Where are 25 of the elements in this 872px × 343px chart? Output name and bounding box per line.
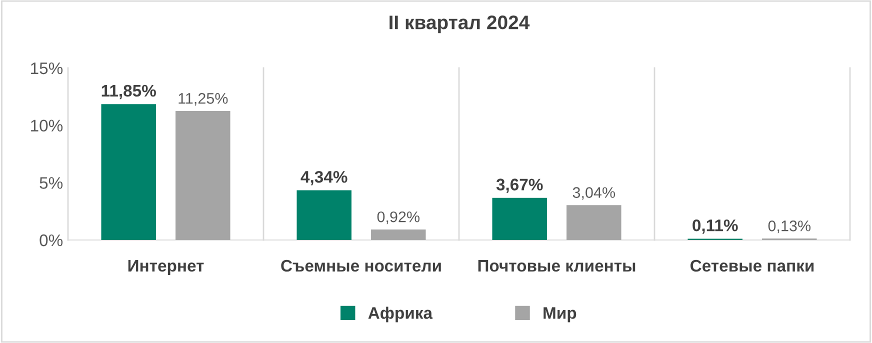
- data-label: 0,92%: [377, 211, 420, 224]
- data-label: 11,25%: [178, 92, 228, 106]
- x-tick-label: Сетевые папки: [690, 260, 814, 272]
- bar: [176, 111, 230, 240]
- data-label: 4,34%: [300, 170, 348, 186]
- legend-label: Африка: [368, 306, 433, 322]
- x-tick-label: Съемные носители: [281, 260, 441, 272]
- x-tick-label: Интернет: [128, 260, 204, 275]
- data-label: 3,04%: [572, 187, 616, 200]
- bar: [296, 190, 352, 240]
- x-tick-label: Почтовые клиенты: [478, 260, 636, 272]
- y-tick-label: 15%: [31, 62, 63, 74]
- y-tick-label: 5%: [40, 177, 63, 189]
- chart-title: II квартал 2024: [390, 16, 530, 34]
- data-label: 11,85%: [102, 84, 156, 100]
- bar: [371, 229, 426, 240]
- data-label: 3,67%: [496, 178, 543, 193]
- bar: [492, 198, 547, 240]
- y-tick-label: 10%: [31, 120, 63, 132]
- bar: [101, 104, 156, 240]
- data-label: 0,13%: [768, 220, 811, 234]
- y-tick-label: 0%: [40, 234, 63, 246]
- data-label: 0,11%: [692, 219, 738, 234]
- bar: [566, 205, 622, 240]
- legend-label: Мир: [544, 307, 576, 322]
